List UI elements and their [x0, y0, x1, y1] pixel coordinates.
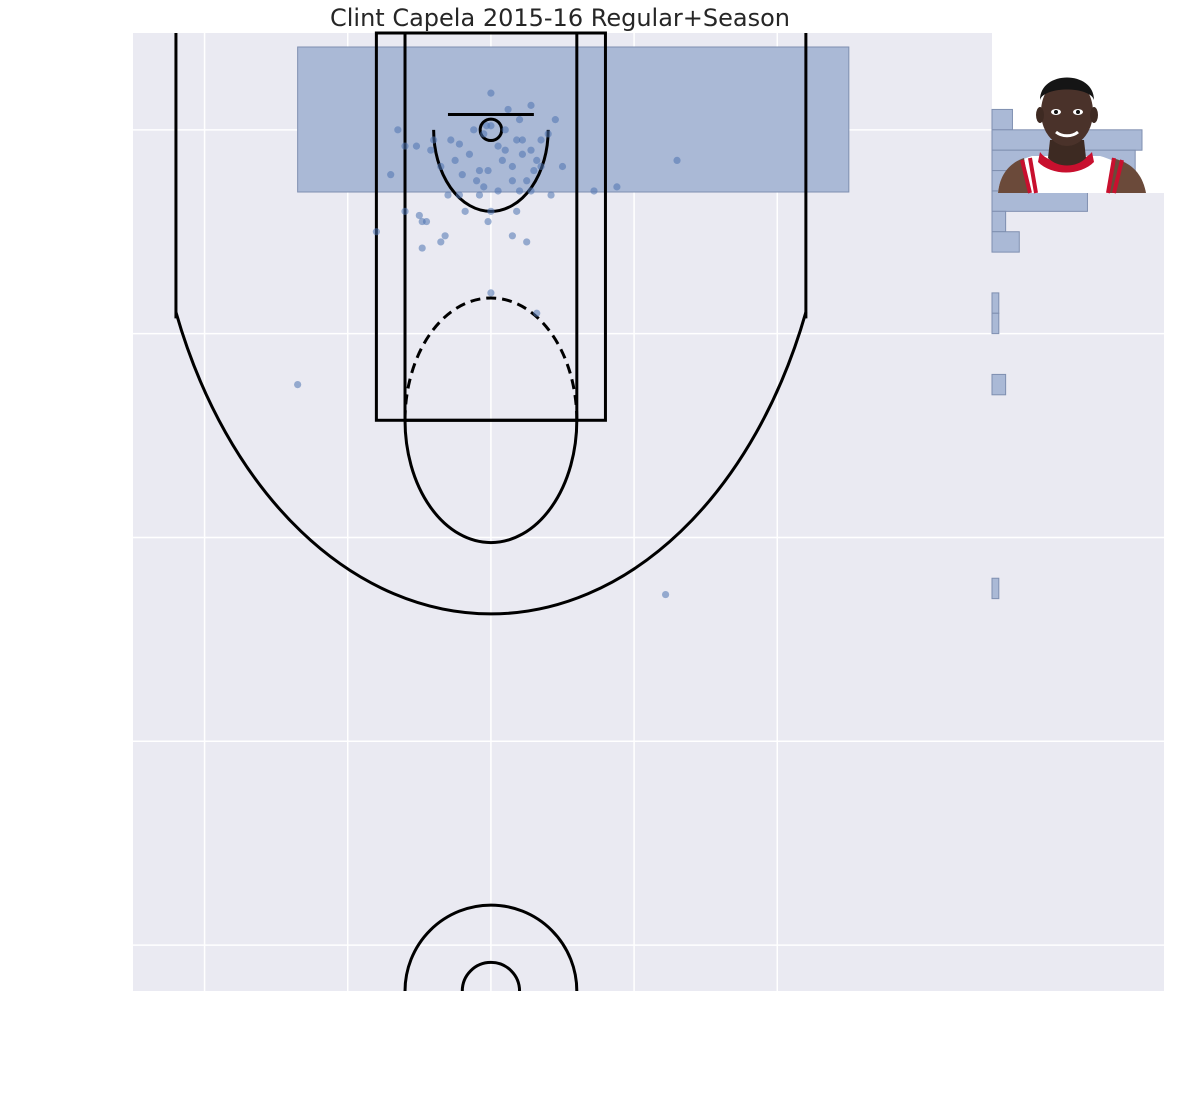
shot-point	[484, 217, 492, 226]
shot-point	[294, 381, 302, 389]
shot-point	[527, 101, 535, 109]
shot-point	[513, 136, 521, 144]
shot-point	[401, 142, 409, 150]
shot-point	[444, 191, 452, 199]
shot-point	[484, 166, 492, 175]
shot-point	[508, 177, 516, 185]
shot-point	[537, 136, 545, 144]
shot-point	[673, 156, 681, 164]
shot-point	[523, 177, 531, 185]
shot-point	[437, 162, 445, 171]
shot-point	[451, 156, 459, 164]
shot-point	[415, 211, 423, 220]
free-throw-arc-bottom	[403, 420, 579, 545]
shot-point	[527, 146, 535, 154]
shot-point	[430, 136, 438, 144]
shot-point	[537, 162, 545, 171]
shot-point	[475, 166, 484, 175]
shot-point	[487, 207, 495, 215]
shot-point	[513, 207, 521, 215]
shot-point	[473, 177, 481, 185]
shot-point	[418, 217, 426, 226]
paint-inner	[403, 31, 579, 422]
player-headshot-icon	[998, 77, 1146, 194]
shot-point	[394, 126, 402, 134]
three-point-arc	[174, 311, 808, 616]
shot-points	[294, 89, 681, 599]
shot-point	[518, 136, 527, 144]
shot-point	[465, 150, 474, 158]
shot-point	[661, 590, 670, 599]
center-circle-inner	[460, 960, 522, 991]
right-histogram-bar	[991, 577, 1000, 600]
shot-point	[547, 191, 555, 199]
shot-point	[475, 191, 484, 199]
shot-point	[427, 146, 435, 154]
shot-point	[533, 309, 541, 317]
shot-point	[494, 187, 502, 195]
shot-point	[501, 146, 509, 154]
shot-point	[480, 130, 488, 138]
shot-point	[494, 142, 502, 150]
center-court	[403, 903, 579, 991]
right-histogram-bar	[991, 231, 1020, 253]
shot-point	[518, 150, 527, 158]
shot-point	[498, 156, 506, 164]
chart-title: Clint Capela 2015-16 Regular+Season	[330, 4, 790, 32]
shot-point	[551, 116, 559, 124]
shot-point	[487, 89, 495, 97]
shot-point	[455, 191, 464, 199]
shot-point	[590, 187, 598, 195]
center-circle-outer	[403, 903, 579, 991]
top-histogram-bar	[297, 46, 850, 193]
shot-point	[461, 207, 469, 215]
top-histogram	[297, 46, 850, 193]
main-plot-background	[133, 33, 992, 991]
right-histogram-background	[992, 193, 1164, 991]
shot-point	[504, 105, 512, 114]
right-histogram-bar	[991, 292, 1000, 314]
shot-point	[530, 166, 538, 175]
shot-point	[544, 130, 552, 138]
shot-point	[523, 238, 531, 246]
right-histogram-bar	[991, 373, 1007, 396]
free-throw-arc-top	[403, 296, 579, 421]
right-histogram-bar	[991, 210, 1007, 233]
shot-point	[418, 244, 426, 252]
shot-point	[437, 238, 445, 246]
shot-point	[515, 116, 524, 124]
shot-point	[508, 232, 516, 240]
shot-point	[387, 171, 395, 179]
right-histogram-bar	[991, 108, 1013, 131]
shot-point	[401, 207, 409, 215]
shot-point	[372, 228, 380, 236]
shot-point	[480, 183, 488, 191]
shot-point	[483, 122, 491, 130]
shot-point	[412, 142, 421, 150]
shot-point	[533, 156, 541, 164]
shot-point	[487, 289, 495, 297]
shot-point	[527, 187, 535, 195]
shot-point	[470, 126, 478, 134]
shot-point	[455, 140, 464, 148]
shot-point	[441, 232, 449, 240]
shot-point	[508, 162, 516, 171]
shot-point	[447, 136, 455, 144]
shot-point	[613, 183, 621, 191]
right-histogram-bar	[991, 312, 1000, 335]
shot-point	[458, 171, 466, 179]
shot-point	[501, 126, 509, 134]
shot-point	[515, 187, 524, 195]
shot-point	[558, 162, 567, 171]
right-histogram-bar	[991, 190, 1088, 212]
